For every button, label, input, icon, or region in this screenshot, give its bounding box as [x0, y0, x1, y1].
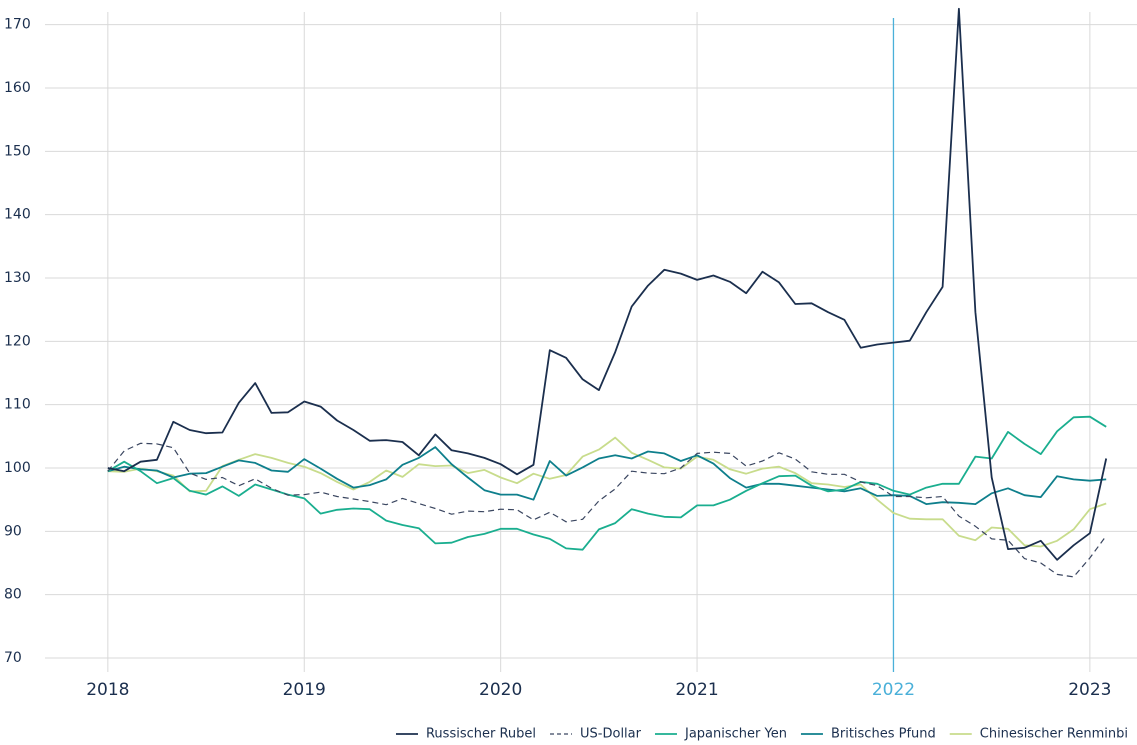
y-tick-label: 110	[4, 397, 31, 413]
y-tick-label: 120	[4, 333, 31, 349]
x-tick-label: 2018	[86, 680, 129, 700]
x-tick-label: 2023	[1068, 680, 1111, 700]
x-tick-label: 2021	[675, 680, 718, 700]
series-line	[107, 442, 1107, 578]
y-tick-label: 100	[4, 460, 31, 476]
y-tick-label: 70	[4, 650, 22, 666]
y-tick-label: 130	[4, 270, 31, 286]
series-line	[107, 446, 1107, 505]
y-tick-label: 160	[4, 80, 31, 96]
legend-label: Chinesischer Renminbi	[980, 727, 1128, 742]
y-tick-label: 90	[4, 523, 22, 539]
x-tick-label: 2019	[283, 680, 326, 700]
series-line	[107, 436, 1107, 548]
y-tick-label: 170	[4, 17, 31, 33]
y-tick-label: 150	[4, 143, 31, 159]
x-tick-label: 2020	[479, 680, 522, 700]
y-tick-label: 80	[4, 587, 22, 603]
series-line	[107, 7, 1108, 561]
legend-label: Britisches Pfund	[831, 727, 936, 742]
series-line	[107, 415, 1107, 551]
legend-label: Japanischer Yen	[684, 727, 787, 742]
legend-label: Russischer Rubel	[426, 727, 536, 742]
x-tick-label: 2022	[872, 680, 915, 700]
legend-label: US-Dollar	[580, 727, 642, 742]
y-tick-label: 140	[4, 207, 31, 223]
